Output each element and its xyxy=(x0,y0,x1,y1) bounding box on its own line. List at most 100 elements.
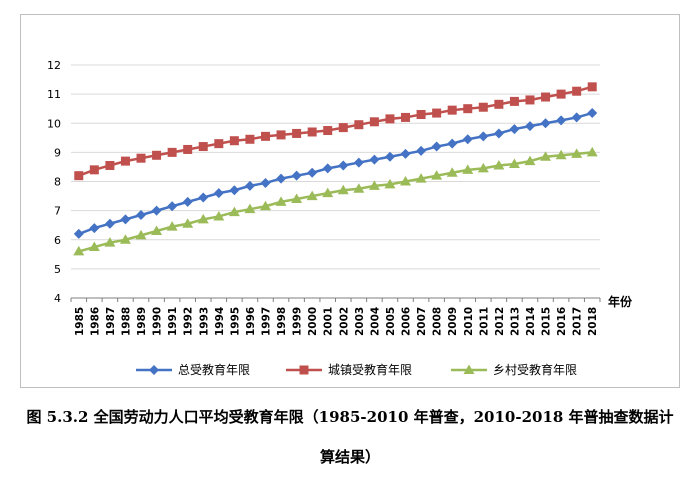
data-point-乡村受教育年限-2000 xyxy=(306,190,318,201)
data-point-乡村受教育年限-2008 xyxy=(431,170,443,180)
data-point-总受教育年限-1987 xyxy=(104,218,115,229)
data-point-城镇受教育年限-1989 xyxy=(136,153,146,163)
data-point-总受教育年限-2011 xyxy=(478,131,489,142)
x-tick-label-2007: 2007 xyxy=(416,307,428,336)
x-tick-label-2004: 2004 xyxy=(369,307,381,336)
data-point-总受教育年限-1986 xyxy=(89,223,100,234)
x-tick-label-2002: 2002 xyxy=(338,307,350,336)
data-point-城镇受教育年限-2015 xyxy=(541,92,551,102)
x-axis-title: 年份 xyxy=(608,294,633,309)
data-point-乡村受教育年限-2012 xyxy=(493,159,505,170)
data-point-城镇受教育年限-1994 xyxy=(214,139,224,149)
data-point-总受教育年限-1989 xyxy=(136,209,147,220)
data-point-乡村受教育年限-1990 xyxy=(151,225,163,236)
x-tick-label-1989: 1989 xyxy=(136,307,148,336)
x-tick-label-2018: 2018 xyxy=(587,307,599,336)
data-point-乡村受教育年限-1993 xyxy=(197,213,209,224)
data-point-总受教育年限-1985 xyxy=(73,228,84,239)
data-point-总受教育年限-2009 xyxy=(447,138,458,149)
data-point-总受教育年限-2000 xyxy=(307,167,318,178)
data-point-总受教育年限-1992 xyxy=(182,196,193,207)
data-point-城镇受教育年限-2017 xyxy=(572,86,582,96)
x-tick-label-2011: 2011 xyxy=(478,307,490,336)
x-tick-label-2000: 2000 xyxy=(307,307,319,336)
x-tick-label-1990: 1990 xyxy=(152,307,164,336)
data-point-乡村受教育年限-1989 xyxy=(135,229,147,240)
x-tick-label-2017: 2017 xyxy=(572,307,584,336)
data-point-城镇受教育年限-2018 xyxy=(587,82,597,92)
data-point-总受教育年限-2013 xyxy=(509,124,520,135)
series-line-城镇受教育年限 xyxy=(78,85,593,177)
data-point-城镇受教育年限-1996 xyxy=(245,134,255,144)
data-point-城镇受教育年限-2016 xyxy=(556,89,566,99)
data-point-乡村受教育年限-2004 xyxy=(368,180,380,190)
data-point-总受教育年限-2014 xyxy=(524,121,535,132)
data-point-乡村受教育年限-1998 xyxy=(275,196,287,206)
data-point-城镇受教育年限-2000 xyxy=(307,127,317,137)
data-point-乡村受教育年限-2018 xyxy=(586,146,598,157)
data-point-总受教育年限-2001 xyxy=(322,163,333,174)
data-point-乡村受教育年限-2015 xyxy=(540,151,552,161)
data-point-乡村受教育年限-2007 xyxy=(415,173,427,183)
data-point-城镇受教育年限-1999 xyxy=(292,128,302,138)
data-point-总受教育年限-1999 xyxy=(291,170,302,181)
x-tick-label-1986: 1986 xyxy=(89,307,101,336)
data-point-乡村受教育年限-2006 xyxy=(400,176,412,186)
y-tick-label-7: 7 xyxy=(54,205,61,218)
x-tick-label-2003: 2003 xyxy=(354,307,366,336)
y-tick-label-11: 11 xyxy=(47,88,61,101)
data-point-总受教育年限-1990 xyxy=(151,205,162,216)
data-point-城镇受教育年限-2009 xyxy=(447,105,457,115)
data-point-乡村受教育年限-2017 xyxy=(571,148,583,158)
data-point-总受教育年限-2018 xyxy=(587,108,598,119)
chart-frame: 4 5 6 7 8 9 10 11 12 1985 1986 1987 1988 1989 1990 1991… xyxy=(20,14,680,388)
data-point-城镇受教育年限-2014 xyxy=(525,95,535,105)
data-point-总受教育年限-2012 xyxy=(493,128,504,139)
figure-caption-line2: 算结果） xyxy=(319,448,380,466)
data-point-城镇受教育年限-2010 xyxy=(463,104,473,114)
data-point-城镇受教育年限-2005 xyxy=(385,114,395,124)
data-point-城镇受教育年限-2011 xyxy=(478,102,488,112)
x-tick-label-2014: 2014 xyxy=(525,307,537,336)
x-tick-label-1996: 1996 xyxy=(245,307,257,336)
data-point-乡村受教育年限-2016 xyxy=(555,149,567,160)
x-tick-label-2016: 2016 xyxy=(556,307,568,336)
x-tick-label-1985: 1985 xyxy=(74,307,86,336)
data-point-总受教育年限-2004 xyxy=(369,154,380,165)
data-point-乡村受教育年限-1999 xyxy=(291,193,303,203)
data-point-总受教育年限-1998 xyxy=(276,173,287,184)
data-point-城镇受教育年限-2007 xyxy=(416,110,426,120)
data-point-城镇受教育年限-2002 xyxy=(338,123,348,133)
x-tick-label-2001: 2001 xyxy=(323,307,335,336)
data-point-城镇受教育年限-1992 xyxy=(183,144,193,154)
data-point-城镇受教育年限-1998 xyxy=(276,130,286,140)
x-tick-label-2006: 2006 xyxy=(401,307,413,336)
series-line-乡村受教育年限 xyxy=(78,151,593,253)
x-tick-label-2010: 2010 xyxy=(463,307,475,336)
data-point-乡村受教育年限-1987 xyxy=(104,237,116,247)
data-point-乡村受教育年限-2010 xyxy=(462,164,474,174)
data-point-城镇受教育年限-1991 xyxy=(167,147,177,157)
data-point-总受教育年限-2015 xyxy=(540,118,551,129)
data-point-城镇受教育年限-1995 xyxy=(229,136,239,146)
data-point-城镇受教育年限-2008 xyxy=(432,108,442,118)
data-point-总受教育年限-2007 xyxy=(416,145,427,156)
data-point-乡村受教育年限-1994 xyxy=(213,210,225,221)
x-tick-label-2005: 2005 xyxy=(385,307,397,336)
data-point-乡村受教育年限-2003 xyxy=(353,183,365,193)
data-point-总受教育年限-1994 xyxy=(213,188,224,199)
data-point-总受教育年限-1993 xyxy=(198,192,209,203)
x-tick-label-2013: 2013 xyxy=(509,307,521,336)
y-tick-label-9: 9 xyxy=(54,146,61,159)
data-point-总受教育年限-1996 xyxy=(244,180,255,191)
legend-marker-总受教育年限 xyxy=(149,365,159,375)
x-tick-label-2008: 2008 xyxy=(432,307,444,336)
data-point-城镇受教育年限-1997 xyxy=(260,131,270,141)
data-point-乡村受教育年限-2014 xyxy=(524,155,536,166)
series-line-总受教育年限 xyxy=(78,111,593,236)
data-point-城镇受教育年限-2006 xyxy=(401,112,411,122)
data-point-城镇受教育年限-1988 xyxy=(120,156,130,166)
data-point-城镇受教育年限-2004 xyxy=(369,117,379,127)
x-tick-label-1988: 1988 xyxy=(120,307,132,336)
legend-label-城镇受教育年限: 城镇受教育年限 xyxy=(328,362,412,377)
